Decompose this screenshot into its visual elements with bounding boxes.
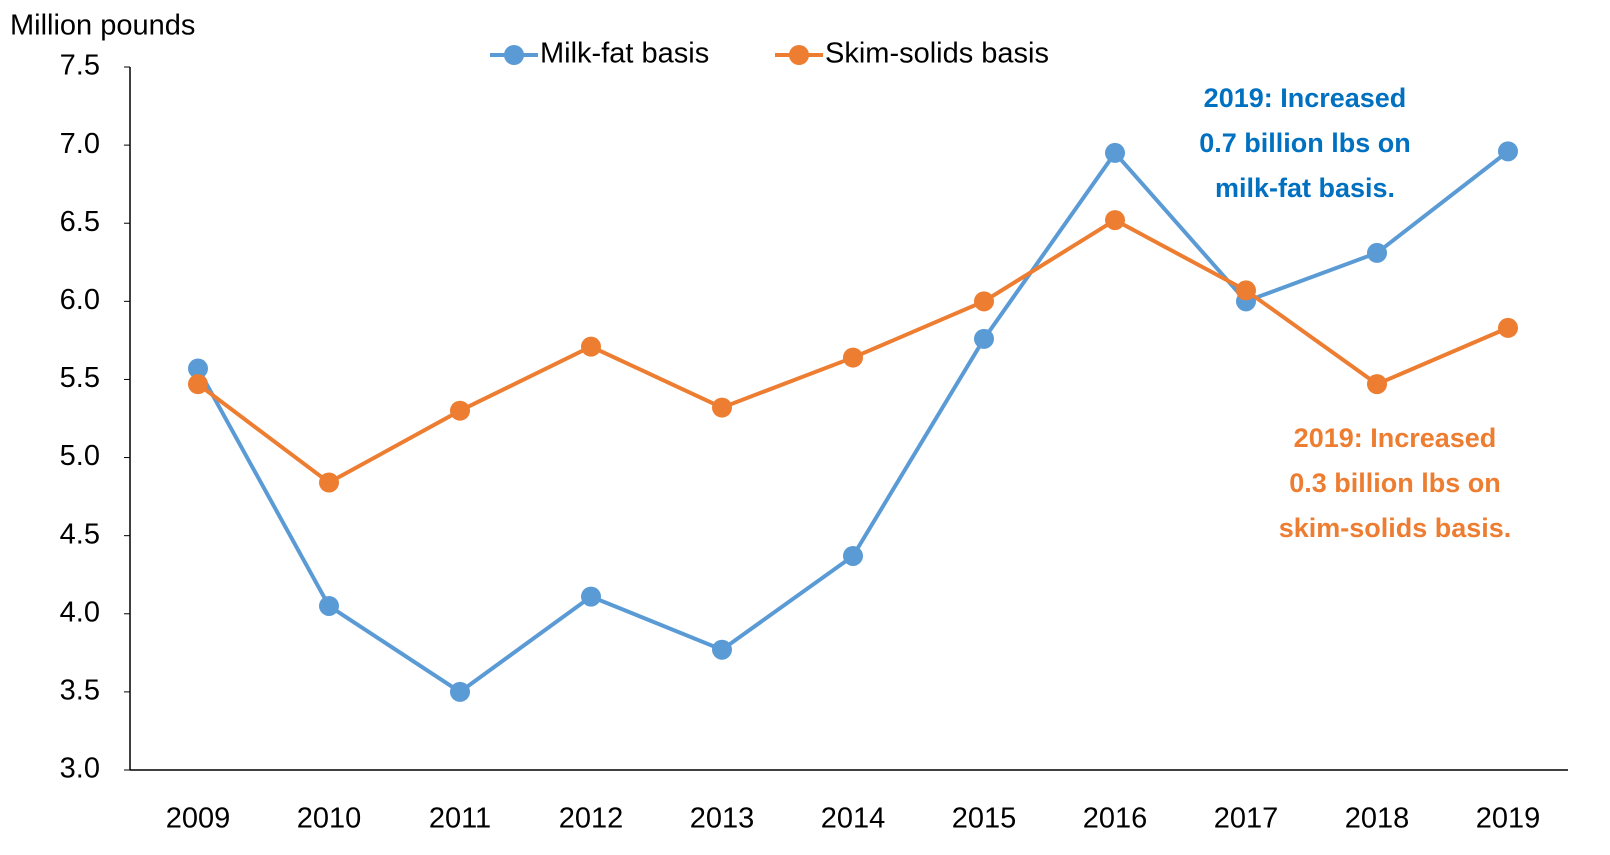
- annotation: skim-solids basis.: [1279, 513, 1512, 543]
- y-tick-label: 3.5: [60, 675, 100, 707]
- annotation: 0.7 billion lbs on: [1199, 128, 1411, 158]
- x-tick-label: 2015: [952, 803, 1017, 835]
- x-tick-label: 2012: [559, 803, 624, 835]
- data-point: [450, 681, 470, 702]
- y-tick-label: 7.5: [60, 50, 100, 82]
- data-point: [1498, 141, 1518, 162]
- data-point: [319, 595, 339, 616]
- legend-label: Milk-fat basis: [540, 38, 709, 70]
- y-tick-label: 7.0: [60, 128, 100, 160]
- x-tick-label: 2017: [1214, 803, 1279, 835]
- data-point: [1236, 280, 1256, 301]
- x-tick-label: 2013: [690, 803, 755, 835]
- x-tick-label: 2009: [166, 803, 231, 835]
- data-point: [974, 328, 994, 349]
- data-point: [1367, 374, 1387, 395]
- data-point: [974, 291, 994, 312]
- x-tick-label: 2016: [1083, 803, 1148, 835]
- y-axis-label: Million pounds: [10, 10, 195, 42]
- x-tick-label: 2018: [1345, 803, 1410, 835]
- y-tick-label: 4.0: [60, 596, 100, 628]
- data-point: [712, 639, 732, 660]
- series-line: [196, 149, 1510, 695]
- data-point: [712, 397, 732, 418]
- y-tick-label: 4.5: [60, 518, 100, 550]
- y-tick-label: 5.5: [60, 362, 100, 394]
- data-point: [581, 586, 601, 607]
- data-point: [319, 472, 339, 493]
- annotation: milk-fat basis.: [1215, 173, 1395, 203]
- y-tick-label: 6.5: [60, 206, 100, 238]
- y-tick-label: 3.0: [60, 753, 100, 785]
- y-tick-label: 5.0: [60, 440, 100, 472]
- legend-marker: [504, 45, 524, 65]
- data-point: [1105, 210, 1125, 231]
- data-point: [581, 336, 601, 357]
- legend-marker: [789, 45, 809, 65]
- x-tick-label: 2010: [297, 803, 362, 835]
- data-point: [450, 400, 470, 421]
- data-point: [843, 545, 863, 566]
- annotation: 2019: Increased: [1204, 83, 1407, 113]
- x-tick-label: 2019: [1476, 803, 1541, 835]
- y-tick-label: 6.0: [60, 284, 100, 316]
- annotation: 0.3 billion lbs on: [1289, 468, 1501, 498]
- data-point: [188, 358, 208, 379]
- data-point: [188, 374, 208, 395]
- data-point: [1367, 242, 1387, 263]
- annotation: 2019: Increased: [1294, 423, 1497, 453]
- data-point: [1105, 142, 1125, 163]
- x-tick-label: 2011: [429, 803, 491, 835]
- x-tick-label: 2014: [821, 803, 886, 835]
- data-point: [1498, 317, 1518, 338]
- data-point: [843, 347, 863, 368]
- legend-label: Skim-solids basis: [825, 38, 1049, 70]
